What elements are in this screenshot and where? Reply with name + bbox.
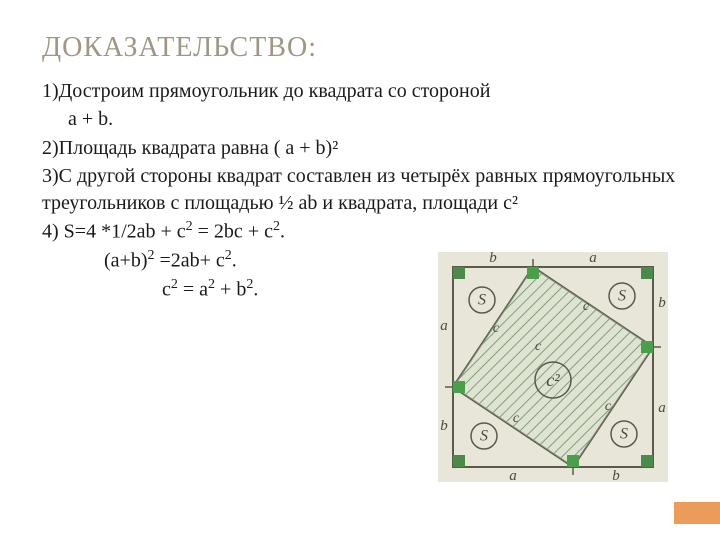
- svg-text:c: c: [513, 411, 520, 426]
- svg-text:c: c: [535, 339, 542, 354]
- c2-label: c²: [546, 370, 560, 390]
- sup: 2: [208, 277, 215, 292]
- svg-text:S: S: [478, 292, 486, 309]
- slide: ДОКАЗАТЕЛЬСТВО: 1)Достроим прямоугольник…: [0, 0, 720, 540]
- line-4: 4) S=4 *1/2ab + c2 = 2bc + c2.: [42, 218, 678, 245]
- svg-text:b: b: [612, 468, 620, 482]
- accent-tab: [674, 502, 720, 524]
- line-1: 1)Достроим прямоугольник до квадрата со …: [42, 78, 678, 104]
- line-5-part1: (a+b): [104, 250, 147, 272]
- line-4-part2: = 2bc + c: [193, 221, 273, 243]
- svg-text:a: a: [440, 318, 448, 334]
- svg-text:c: c: [493, 321, 500, 336]
- line-1b: а + b.: [42, 106, 678, 132]
- sup: 2: [186, 219, 193, 234]
- sup: 2: [171, 277, 178, 292]
- svg-text:c: c: [605, 399, 612, 414]
- line-2: 2)Площадь квадрата равна ( а + b)²: [42, 135, 678, 161]
- line-6-part3: + b: [215, 279, 246, 301]
- svg-text:a: a: [589, 252, 597, 266]
- line-4-part3: .: [280, 221, 285, 243]
- svg-text:c: c: [583, 299, 590, 314]
- svg-text:S: S: [480, 428, 488, 445]
- line-6-part2: = a: [178, 279, 208, 301]
- svg-text:a: a: [658, 400, 666, 416]
- svg-text:a: a: [509, 468, 517, 482]
- line-6-part1: c: [162, 279, 171, 301]
- svg-text:b: b: [658, 295, 666, 311]
- diagram-svg: S S S S c² b a b a a b a b: [438, 252, 668, 482]
- slide-title: ДОКАЗАТЕЛЬСТВО:: [42, 32, 678, 64]
- line-3: 3)С другой стороны квадрат составлен из …: [42, 163, 678, 216]
- svg-text:S: S: [620, 426, 628, 443]
- sup: 2: [225, 248, 232, 263]
- svg-text:b: b: [489, 252, 497, 266]
- svg-text:S: S: [618, 288, 626, 305]
- sup: 2: [273, 219, 280, 234]
- line-6-part4: .: [253, 279, 258, 301]
- svg-text:b: b: [440, 418, 448, 434]
- pythagoras-diagram: S S S S c² b a b a a b a b: [438, 252, 668, 482]
- line-5-part3: .: [232, 250, 237, 272]
- line-4-part1: 4) S=4 *1/2ab + c: [42, 221, 186, 243]
- line-5-part2: =2ab+ c: [154, 250, 224, 272]
